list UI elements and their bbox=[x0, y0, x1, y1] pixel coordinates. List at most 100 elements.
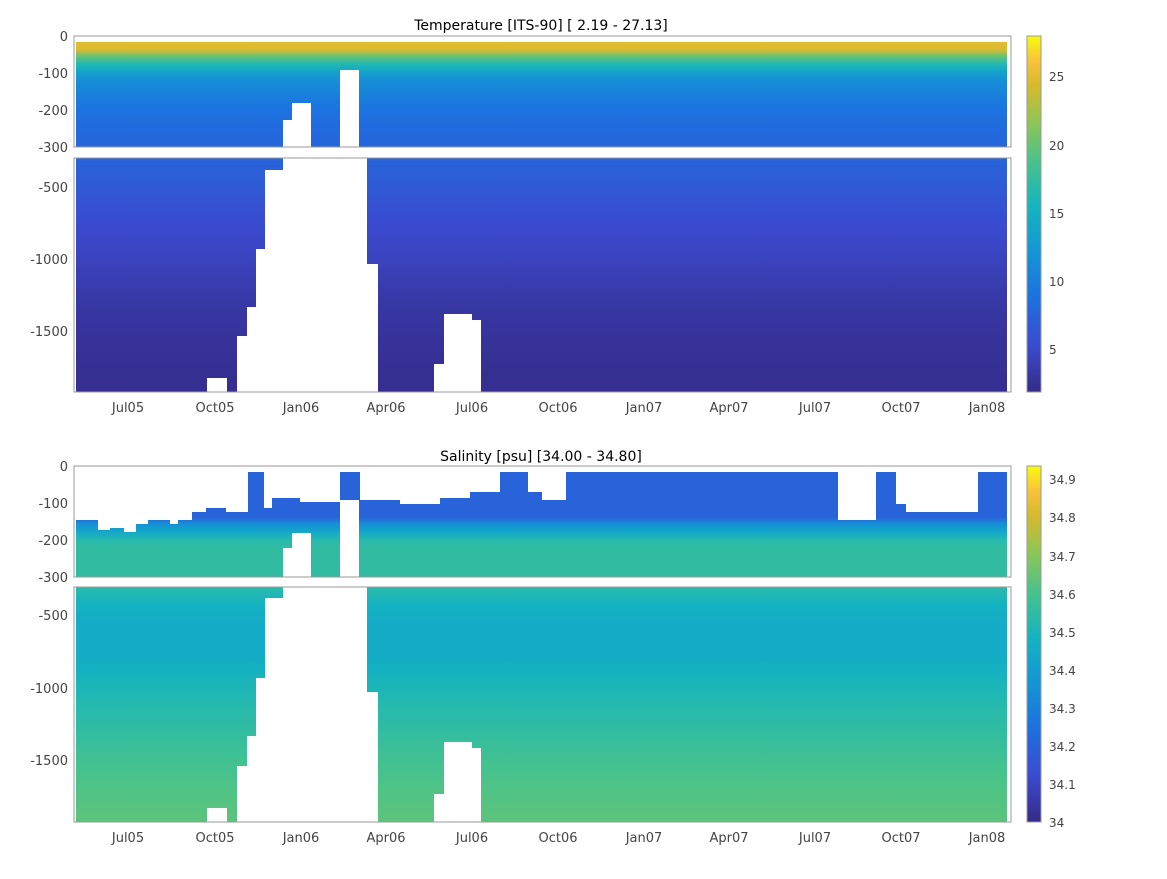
xtick-label: Jan07 bbox=[625, 831, 663, 846]
temperature-upper-gaps bbox=[283, 70, 359, 147]
data-gap bbox=[340, 70, 359, 147]
temperature-lower-panel: -500 -1000 -1500 Jul05 Oct05 Jan06 Apr06… bbox=[30, 157, 1012, 416]
ytick-label: -1500 bbox=[30, 325, 68, 340]
colorbar-tick-label: 34.5 bbox=[1049, 626, 1076, 640]
colorbar-tick-label: 34.1 bbox=[1049, 778, 1076, 792]
data-gap bbox=[292, 533, 311, 577]
data-gap bbox=[76, 472, 248, 532]
salinity-chart: Salinity [psu] [34.00 - 34.80] 0 bbox=[30, 449, 1076, 846]
xtick-label: Oct05 bbox=[195, 401, 234, 416]
colorbar-tick-label: 20 bbox=[1049, 139, 1064, 153]
xtick-label: Jul07 bbox=[798, 401, 831, 416]
data-gap bbox=[360, 472, 500, 504]
salinity-lower-yticks: -500 -1000 -1500 bbox=[30, 609, 68, 769]
temperature-upper-axes-box bbox=[73, 35, 1012, 148]
colorbar-tick-label: 34.2 bbox=[1049, 740, 1076, 754]
salinity-title: Salinity [psu] [34.00 - 34.80] bbox=[440, 449, 642, 465]
xtick-label: Jan08 bbox=[968, 401, 1006, 416]
salinity-upper-axes-box bbox=[73, 465, 1012, 578]
data-gap bbox=[528, 472, 566, 500]
salinity-upper-gaps bbox=[76, 472, 978, 577]
data-gap bbox=[340, 500, 359, 577]
ytick-label: -200 bbox=[38, 534, 68, 549]
salinity-lower-axes-box bbox=[73, 586, 1012, 823]
data-gap bbox=[207, 808, 227, 822]
xtick-label: Jul05 bbox=[111, 831, 144, 846]
temperature-colorbar-fill bbox=[1026, 35, 1042, 393]
data-gap bbox=[434, 314, 481, 392]
ytick-label: -1500 bbox=[30, 754, 68, 769]
ytick-label: -500 bbox=[38, 181, 68, 196]
data-gap bbox=[838, 472, 876, 520]
xtick-label: Oct06 bbox=[538, 401, 577, 416]
salinity-upper-panel: 0 -100 -200 -300 bbox=[38, 460, 1012, 586]
colorbar-tick-label: 34.7 bbox=[1049, 550, 1076, 564]
xtick-label: Jan06 bbox=[282, 401, 320, 416]
xtick-label: Oct07 bbox=[881, 831, 920, 846]
temperature-lower-yticks: -500 -1000 -1500 bbox=[30, 181, 68, 340]
xtick-label: Jan08 bbox=[968, 831, 1006, 846]
temperature-lower-gaps bbox=[207, 158, 481, 392]
temperature-upper-heatmap bbox=[76, 42, 1007, 147]
colorbar-tick-label: 34.9 bbox=[1049, 473, 1076, 487]
data-gap bbox=[264, 472, 340, 508]
ytick-label: -200 bbox=[38, 104, 68, 119]
xtick-label: Apr06 bbox=[366, 401, 405, 416]
salinity-colorbar-ticks: 34 34.1 34.2 34.3 34.4 34.5 34.6 34.7 34… bbox=[1049, 473, 1076, 830]
colorbar-tick-label: 34.4 bbox=[1049, 664, 1076, 678]
salinity-lower-heatmap bbox=[76, 587, 1007, 822]
xtick-label: Oct05 bbox=[195, 831, 234, 846]
xtick-label: Oct06 bbox=[538, 831, 577, 846]
temperature-chart: Temperature [ITS-90] [ 2.19 - 27.13] 0 -… bbox=[30, 18, 1064, 416]
temperature-upper-yticks: 0 -100 -200 -300 bbox=[38, 30, 68, 156]
data-gap bbox=[237, 587, 378, 822]
ytick-label: -300 bbox=[38, 571, 68, 586]
ytick-label: -100 bbox=[38, 497, 68, 512]
salinity-upper-yticks: 0 -100 -200 -300 bbox=[38, 460, 68, 586]
xtick-label: Jul07 bbox=[798, 831, 831, 846]
salinity-colorbar-fill bbox=[1026, 465, 1042, 823]
xtick-label: Jan06 bbox=[282, 831, 320, 846]
xtick-label: Apr07 bbox=[709, 401, 748, 416]
data-gap bbox=[283, 120, 293, 147]
data-gap bbox=[434, 742, 481, 822]
data-gap bbox=[292, 103, 311, 147]
colorbar-tick-label: 25 bbox=[1049, 70, 1064, 84]
temperature-lower-axes-box bbox=[73, 157, 1012, 393]
colorbar-tick-label: 5 bbox=[1049, 343, 1057, 357]
temperature-title: Temperature [ITS-90] [ 2.19 - 27.13] bbox=[413, 18, 668, 34]
xtick-label: Jul06 bbox=[455, 401, 488, 416]
ytick-label: -1000 bbox=[30, 682, 68, 697]
colorbar-tick-label: 34.6 bbox=[1049, 588, 1076, 602]
xtick-label: Apr07 bbox=[709, 831, 748, 846]
data-gap bbox=[207, 378, 227, 392]
data-gap bbox=[896, 472, 978, 512]
salinity-colorbar: 34 34.1 34.2 34.3 34.4 34.5 34.6 34.7 34… bbox=[1026, 465, 1076, 830]
xtick-label: Oct07 bbox=[881, 401, 920, 416]
ytick-label: -1000 bbox=[30, 253, 68, 268]
salinity-lower-panel: -500 -1000 -1500 Jul05 Oct05 Jan06 Apr06… bbox=[30, 586, 1012, 846]
ytick-label: -300 bbox=[38, 141, 68, 156]
ytick-label: -500 bbox=[38, 609, 68, 624]
salinity-lower-gaps bbox=[207, 587, 481, 822]
data-gap bbox=[237, 158, 378, 392]
colorbar-tick-label: 15 bbox=[1049, 207, 1064, 221]
data-gap bbox=[283, 548, 293, 577]
temperature-colorbar-ticks: 5 10 15 20 25 bbox=[1049, 70, 1064, 357]
temperature-upper-panel: 0 -100 -200 -300 bbox=[38, 30, 1012, 156]
ytick-label: 0 bbox=[60, 30, 68, 45]
xtick-label: Jul05 bbox=[111, 401, 144, 416]
temperature-colorbar: 5 10 15 20 25 bbox=[1026, 35, 1064, 393]
xtick-label: Jul06 bbox=[455, 831, 488, 846]
temperature-lower-heatmap bbox=[76, 158, 1007, 392]
ytick-label: 0 bbox=[60, 460, 68, 475]
colorbar-tick-label: 10 bbox=[1049, 275, 1064, 289]
xtick-label: Apr06 bbox=[366, 831, 405, 846]
ytick-label: -100 bbox=[38, 67, 68, 82]
temperature-xticks: Jul05 Oct05 Jan06 Apr06 Jul06 Oct06 Jan0… bbox=[111, 401, 1005, 416]
colorbar-tick-label: 34.3 bbox=[1049, 702, 1076, 716]
salinity-xticks: Jul05 Oct05 Jan06 Apr06 Jul06 Oct06 Jan0… bbox=[111, 831, 1005, 846]
xtick-label: Jan07 bbox=[625, 401, 663, 416]
